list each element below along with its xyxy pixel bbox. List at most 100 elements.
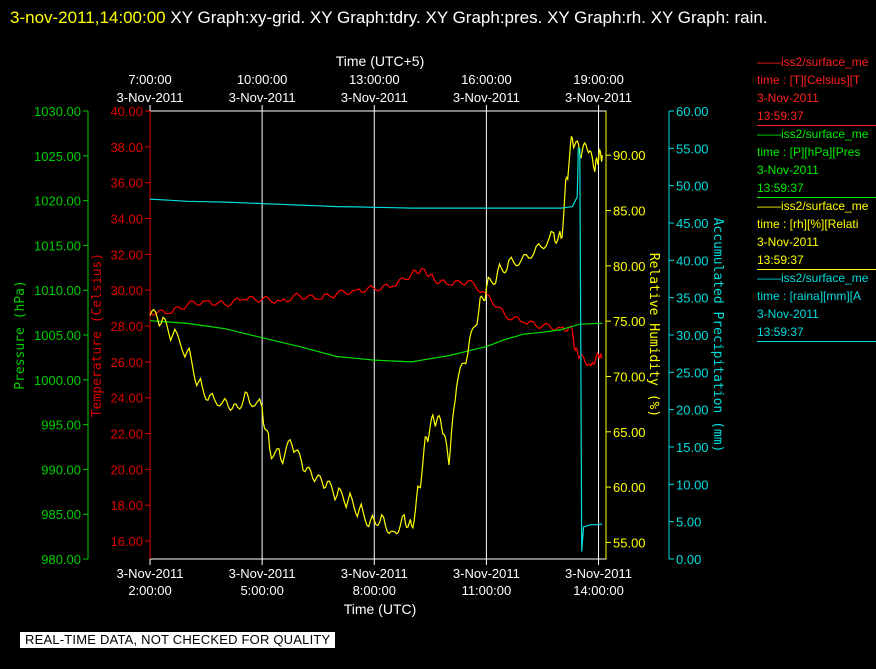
x-top-tick-label: 19:00:00 <box>573 72 624 87</box>
temperature-tick-label: 20.00 <box>110 462 143 477</box>
precip-axis-label: Accumulated Precipitation (mm) <box>710 218 725 453</box>
precip-tick-label: 60.00 <box>676 104 709 119</box>
temperature-tick-label: 26.00 <box>110 355 143 370</box>
legend-entry-line: 13:59:37 <box>757 181 804 195</box>
precip-tick-label: 40.00 <box>676 253 709 268</box>
temperature-tick-label: 28.00 <box>110 319 143 334</box>
x-top-tick-label: 3-Nov-2011 <box>117 90 184 105</box>
legend-entry-line: ——iss2/surface_me <box>757 127 869 141</box>
x-top-tick-label: 3-Nov-2011 <box>341 90 408 105</box>
temperature-tick-label: 30.00 <box>110 283 143 298</box>
precip-tick-label: 45.00 <box>676 216 709 231</box>
humidity-tick-label: 75.00 <box>613 314 646 329</box>
pressure-tick-label: 980.00 <box>41 552 81 567</box>
humidity-tick-label: 90.00 <box>613 148 646 163</box>
humidity-tick-label: 65.00 <box>613 425 646 440</box>
humidity-tick-label: 55.00 <box>613 535 646 550</box>
humidity-tick-label: 70.00 <box>613 369 646 384</box>
temperature-tick-label: 24.00 <box>110 391 143 406</box>
legend-entry-line: 13:59:37 <box>757 109 804 123</box>
precip-tick-label: 50.00 <box>676 179 709 194</box>
precip-tick-label: 5.00 <box>676 515 701 530</box>
x-tick-label: 3-Nov-2011 <box>229 566 296 581</box>
series-line-humidity <box>149 136 603 535</box>
x-top-tick-label: 16:00:00 <box>461 72 512 87</box>
plot-frame <box>149 110 607 560</box>
x-top-tick-label: 3-Nov-2011 <box>565 90 632 105</box>
temperature-tick-label: 16.00 <box>110 534 143 549</box>
chart-grid <box>149 110 607 560</box>
legend-entry-line: time : [P][hPa][Pres <box>757 145 861 159</box>
pressure-tick-label: 1000.00 <box>34 373 81 388</box>
precip-tick-label: 55.00 <box>676 141 709 156</box>
x-axis-label: Time (UTC) <box>344 601 417 617</box>
x-top-tick-label: 3-Nov-2011 <box>229 90 296 105</box>
pressure-tick-label: 1005.00 <box>34 328 81 343</box>
humidity-axis-label: Relative Humidity (%) <box>646 253 661 417</box>
temperature-tick-label: 38.00 <box>110 140 143 155</box>
x-tick-label: 3-Nov-2011 <box>453 566 520 581</box>
precip-tick-label: 10.00 <box>676 477 709 492</box>
temperature-tick-label: 22.00 <box>110 427 143 442</box>
series-line-precipitation <box>149 147 603 552</box>
legend-entry-line: 3-Nov-2011 <box>757 307 819 321</box>
pressure-tick-label: 1025.00 <box>34 149 81 164</box>
chart-series <box>149 136 603 552</box>
legend-entry-line: time : [raina][mm][A <box>757 289 862 303</box>
temperature-tick-label: 34.00 <box>110 212 143 227</box>
temperature-tick-label: 40.00 <box>110 104 143 119</box>
legend-entry-line: 3-Nov-2011 <box>757 163 819 177</box>
legend-entry-line: ——iss2/surface_me <box>757 271 869 285</box>
pressure-tick-label: 1010.00 <box>34 283 81 298</box>
precip-tick-label: 0.00 <box>676 552 701 567</box>
graph-title: 3-nov-2011,14:00:00 XY Graph:xy-grid. XY… <box>10 3 850 32</box>
temperature-tick-label: 36.00 <box>110 176 143 191</box>
pressure-axis-label: Pressure (hPa) <box>13 280 28 390</box>
pressure-tick-label: 985.00 <box>41 507 81 522</box>
x-tick-label: 3-Nov-2011 <box>565 566 632 581</box>
x-tick-label: 11:00:00 <box>462 583 512 598</box>
x-tick-label: 2:00:00 <box>128 583 171 598</box>
chart-axes: 3-Nov-2011 2:00:00 7:00:00 3-Nov-2011 3-Nov-… <box>13 53 725 617</box>
legend-entry-line: ——iss2/surface_me <box>757 55 869 69</box>
pressure-tick-label: 1030.00 <box>34 104 81 119</box>
legend-entry-line: time : [rh][%][Relati <box>757 217 859 231</box>
precip-tick-label: 15.00 <box>676 440 709 455</box>
x-top-tick-label: 7:00:00 <box>128 72 171 87</box>
precip-tick-label: 35.00 <box>676 291 709 306</box>
humidity-tick-label: 85.00 <box>613 204 646 219</box>
pressure-tick-label: 1020.00 <box>34 194 81 209</box>
precip-tick-label: 30.00 <box>676 328 709 343</box>
temperature-tick-label: 18.00 <box>110 498 143 513</box>
temperature-axis-label: Temperature (Celsius) <box>90 253 105 417</box>
x-tick-label: 3-Nov-2011 <box>341 566 408 581</box>
x-top-axis-label: Time (UTC+5) <box>336 53 425 69</box>
legend-entry-line: 3-Nov-2011 <box>757 91 819 105</box>
precip-tick-label: 25.00 <box>676 365 709 380</box>
legend-entry-line: time : [T][Celsius][T <box>757 73 861 87</box>
x-tick-label: 8:00:00 <box>353 583 396 598</box>
x-tick-label: 3-Nov-2011 <box>117 566 184 581</box>
x-top-tick-label: 10:00:00 <box>237 72 288 87</box>
series-line-pressure <box>149 320 603 363</box>
pressure-tick-label: 990.00 <box>41 462 81 477</box>
legend-entry-line: 13:59:37 <box>757 325 804 339</box>
legend-entry-line: 3-Nov-2011 <box>757 235 819 249</box>
x-top-tick-label: 3-Nov-2011 <box>453 90 520 105</box>
legend-entry-line: ——iss2/surface_me <box>757 199 869 213</box>
humidity-tick-label: 80.00 <box>613 259 646 274</box>
title-timestamp: 3-nov-2011,14:00:00 <box>10 8 166 27</box>
x-tick-label: 5:00:00 <box>240 583 283 598</box>
x-tick-label: 14:00:00 <box>573 583 624 598</box>
series-line-temperature <box>149 268 603 367</box>
temperature-tick-label: 32.00 <box>110 247 143 262</box>
pressure-tick-label: 1015.00 <box>34 238 81 253</box>
legend-entry-line: 13:59:37 <box>757 253 804 267</box>
humidity-tick-label: 60.00 <box>613 480 646 495</box>
precip-tick-label: 20.00 <box>676 403 709 418</box>
pressure-tick-label: 995.00 <box>41 418 81 433</box>
